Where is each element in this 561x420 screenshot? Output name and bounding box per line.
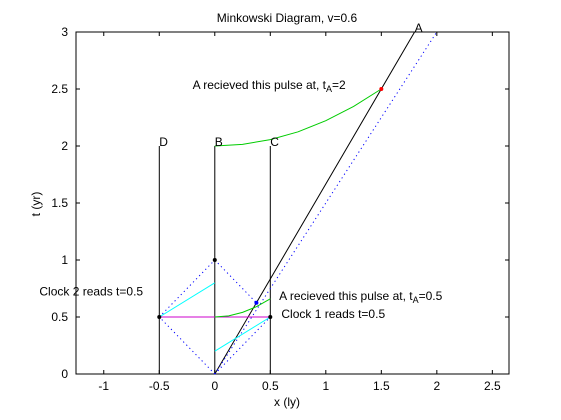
x-tick-label-2: 0 bbox=[211, 379, 218, 393]
y-tick-label-4: 2 bbox=[61, 139, 68, 153]
annotation-label-D: D bbox=[159, 135, 168, 149]
series-light-future-right bbox=[214, 31, 438, 375]
x-tick-label-4: 1 bbox=[322, 379, 329, 393]
chart-marks: -1 -0.5 0 0.5 1 1.5 2 2.5 0 0.5 1 1.5 2 2.5 3 A B C D A rec… bbox=[39, 21, 509, 393]
point-pt-C-half bbox=[268, 315, 273, 319]
chart-title: Minkowski Diagram, v=0.6 bbox=[217, 11, 358, 25]
annotation-label-C: C bbox=[270, 135, 279, 149]
point-pt-A-0p625 bbox=[254, 300, 259, 305]
series-light-to-A bbox=[214, 316, 271, 375]
annotation-ann-top: A recieved this pulse at, tA=2 bbox=[193, 78, 346, 94]
annotation-ann-mid: A recieved this pulse at, tA=0.5 bbox=[279, 289, 442, 305]
series-green-upper bbox=[214, 88, 382, 147]
annotation-ann-clock2: Clock 2 reads t=0.5 bbox=[39, 284, 143, 298]
series-light-left-out bbox=[158, 316, 216, 375]
x-axis-label: x (ly) bbox=[274, 395, 300, 409]
y-axis-label: t (yr) bbox=[29, 192, 43, 217]
x-tick-label-7: 2.5 bbox=[484, 379, 501, 393]
y-tick-label-1: 0.5 bbox=[51, 310, 68, 324]
x-tick-label-0: -1 bbox=[98, 379, 109, 393]
point-pt-A-2p5 bbox=[379, 87, 384, 91]
x-tick-label-1: -0.5 bbox=[149, 379, 170, 393]
series-cyan-upper bbox=[159, 282, 216, 318]
series-cyan-lower bbox=[214, 316, 271, 352]
series-light-right-out bbox=[214, 259, 257, 304]
series-light-left-back bbox=[158, 259, 216, 318]
y-tick-label-5: 2.5 bbox=[51, 82, 68, 96]
y-tick-label-6: 3 bbox=[61, 25, 68, 39]
point-pt-B-one bbox=[212, 258, 217, 262]
x-tick-label-6: 2 bbox=[433, 379, 440, 393]
y-tick-label-0: 0 bbox=[61, 367, 68, 381]
annotation-ann-clock1: Clock 1 reads t=0.5 bbox=[281, 307, 385, 321]
series-green-lower bbox=[214, 298, 271, 318]
x-tick-label-3: 0.5 bbox=[262, 379, 279, 393]
annotation-label-A: A bbox=[415, 21, 423, 35]
annotation-label-B: B bbox=[215, 135, 223, 149]
x-tick-label-5: 1.5 bbox=[373, 379, 390, 393]
y-tick-label-3: 1.5 bbox=[51, 196, 68, 210]
y-tick-label-2: 1 bbox=[61, 253, 68, 267]
point-pt-D-half bbox=[157, 315, 162, 319]
